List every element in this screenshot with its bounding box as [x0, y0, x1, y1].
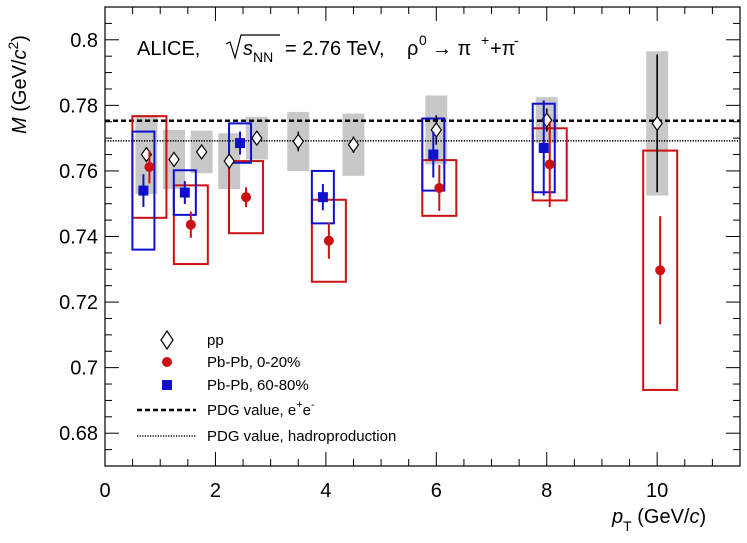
- svg-text:NN: NN: [253, 49, 273, 65]
- pbpb-central-marker: [144, 161, 155, 172]
- legend-label-pdg-ee: PDG value, e: [207, 402, 296, 419]
- x-tick-label: 10: [646, 480, 668, 502]
- plot-frame: [104, 6, 741, 467]
- x-axis-title-unit-open: (GeV/: [632, 506, 690, 528]
- header-pi-minus-sup: -: [514, 32, 519, 48]
- x-axis-title-main: p: [611, 506, 623, 528]
- pbpb-central-marker: [323, 235, 334, 246]
- pp-marker: [195, 143, 208, 160]
- pbpb-peripheral-marker: [317, 192, 328, 203]
- pp-marker: [251, 130, 263, 147]
- legend-label-pbpb-peripheral: Pb-Pb, 60-80%: [207, 377, 309, 394]
- pbpb-central-syst-box: [642, 149, 679, 391]
- svg-text:0: 0: [419, 32, 427, 48]
- pbpb-peripheral-marker: [538, 142, 549, 153]
- x-axis-title-sub: T: [623, 518, 632, 534]
- legend-label-pp: pp: [207, 332, 224, 349]
- legend-label-pdg-hadro: PDG value, hadroproduction: [207, 428, 396, 445]
- y-tick-label: 0.8: [70, 30, 98, 52]
- header-arrow: → π: [432, 38, 471, 60]
- x-tick-label: 2: [210, 480, 221, 502]
- pbpb-peripheral-syst-box: [172, 169, 197, 216]
- y-axis-title-unit-open: (GeV/: [9, 59, 31, 117]
- y-axis-title: M (GeV/c2): [5, 35, 31, 134]
- y-tick-label: 0.7: [70, 358, 98, 380]
- y-axis-title-unit-close: ): [9, 35, 31, 42]
- legend-marker-pp: [160, 329, 174, 351]
- legend-label-pdg-ee-sup1: +: [296, 399, 302, 411]
- pbpb-central-syst-box: [172, 184, 209, 266]
- header-rho: ρ: [407, 38, 418, 60]
- pbpb-peripheral-marker: [138, 185, 149, 196]
- y-axis-title-unit-sup: 2: [5, 42, 21, 50]
- y-tick-label: 0.68: [59, 423, 98, 445]
- legend-marker-pbpb-peripheral: [162, 380, 172, 390]
- y-axis-title-unit-c: c: [9, 50, 31, 60]
- legend-label-pdg-ee-mid: e: [303, 402, 311, 419]
- pbpb-central-marker: [241, 192, 252, 203]
- pbpb-peripheral-marker: [179, 187, 190, 198]
- pp-marker: [347, 136, 360, 153]
- y-axis-title-main: M: [9, 117, 31, 134]
- y-tick-label: 0.72: [59, 292, 98, 314]
- pbpb-peripheral-syst-box: [228, 122, 253, 164]
- x-axis-title-unit-close: ): [699, 506, 706, 528]
- pbpb-peripheral-syst-box: [310, 169, 335, 225]
- pp-marker: [168, 151, 180, 168]
- header-sqrt-s-sub: NN: [253, 49, 273, 65]
- pbpb-central-marker: [544, 159, 555, 170]
- chart-header: ALICE, s NN = 2.76 TeV, ρ 0 → π + +π -: [137, 32, 519, 65]
- header-rho-sup: 0: [419, 32, 427, 48]
- pp-marker: [292, 133, 304, 150]
- pbpb-central-marker: [655, 265, 666, 276]
- pbpb-peripheral-syst-box: [131, 130, 156, 251]
- pp-marker: [651, 115, 663, 132]
- sqrt-sign: [225, 34, 280, 61]
- y-tick-label: 0.76: [59, 161, 98, 183]
- pbpb-central-marker: [185, 219, 196, 230]
- pbpb-central-marker: [434, 182, 445, 193]
- svg-text:= 2.76 TeV,: = 2.76 TeV,: [285, 38, 385, 60]
- x-axis-title-unit-c: c: [689, 506, 699, 528]
- svg-text:+: +: [481, 32, 489, 48]
- pp-systematic-bands: [135, 51, 669, 196]
- header-sqrt-s: s: [243, 38, 253, 60]
- pbpb-peripheral-marker: [428, 149, 439, 160]
- svg-text:s: s: [243, 38, 253, 60]
- svg-text:ρ: ρ: [407, 38, 418, 60]
- legend-label-pbpb-central: Pb-Pb, 0-20%: [207, 354, 300, 371]
- data-points: [131, 54, 679, 391]
- header-experiment: ALICE,: [137, 38, 200, 60]
- pbpb-peripheral-marker: [235, 138, 246, 149]
- legend: pp Pb-Pb, 0-20% Pb-Pb, 60-80% PDG value,…: [137, 329, 396, 445]
- svg-text:+π: +π: [490, 38, 515, 60]
- pp-marker: [223, 153, 235, 170]
- header-energy: = 2.76 TeV,: [285, 38, 385, 60]
- y-tick-label: 0.74: [59, 227, 98, 249]
- pbpb-central-syst-box: [310, 198, 347, 283]
- y-tick-label: 0.78: [59, 95, 98, 117]
- pp-marker: [430, 121, 443, 138]
- x-tick-label: 6: [431, 480, 442, 502]
- header-pi-plus-sup: +: [481, 32, 489, 48]
- svg-text:PDG value, e+e-: PDG value, e+e-: [207, 399, 315, 419]
- svg-text:ALICE,: ALICE,: [137, 38, 200, 60]
- x-tick-label: 0: [99, 480, 110, 502]
- x-tick-label: 8: [541, 480, 552, 502]
- axis-ticks: 0 2 4 6 8 10 0.68 0.7 0.72 0.74 0.76 0.78 0.8: [59, 6, 740, 502]
- svg-text:→ π: → π: [432, 38, 471, 60]
- svg-text:-: -: [514, 32, 519, 48]
- x-tick-label: 4: [320, 480, 331, 502]
- pbpb-central-syst-box: [228, 160, 265, 235]
- legend-label-pdg-ee-sup2: -: [311, 399, 315, 411]
- legend-marker-pbpb-central: [162, 357, 172, 367]
- header-plus-pi: +π: [490, 38, 515, 60]
- pbpb-peripheral-syst-box: [421, 117, 446, 192]
- x-axis-title: pT (GeV/c): [611, 506, 706, 534]
